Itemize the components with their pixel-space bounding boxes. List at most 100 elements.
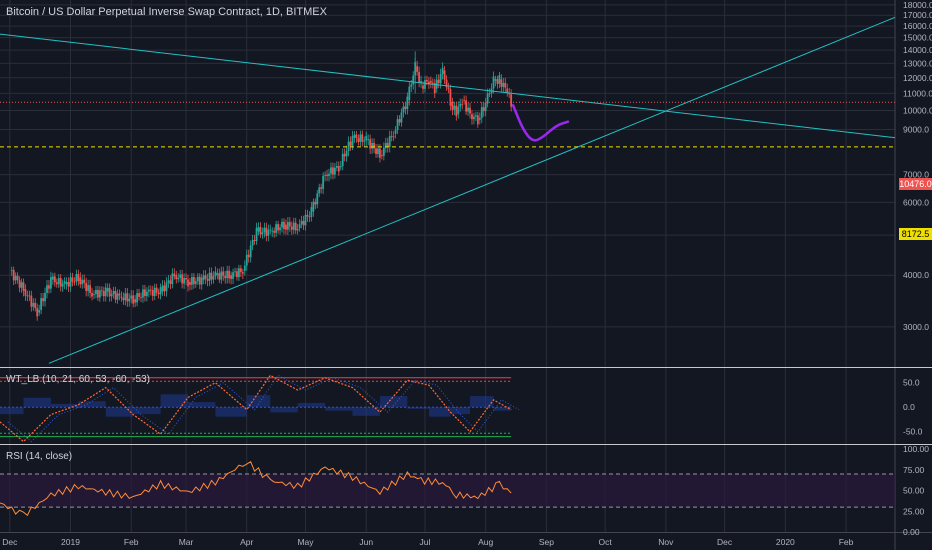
- candle-body: [224, 275, 227, 279]
- wt-histogram-bar: [50, 403, 79, 408]
- price-tick-label: 4000.0: [903, 270, 929, 280]
- candle-body: [465, 100, 468, 112]
- candle-body: [473, 116, 475, 120]
- candle-body: [114, 291, 117, 300]
- candle-body: [510, 94, 513, 107]
- candle-body: [310, 207, 313, 217]
- candle-body: [83, 279, 86, 284]
- candle-body: [449, 89, 452, 106]
- price-tick-label: 15000.0: [903, 33, 932, 43]
- candle-body: [304, 214, 307, 226]
- wt-histogram-bar: [428, 407, 451, 417]
- rsi-line: [0, 461, 512, 517]
- candle-body: [269, 229, 272, 231]
- candle-body: [204, 275, 207, 280]
- candle-body: [239, 268, 242, 273]
- projection-path: [511, 103, 570, 142]
- candle-body: [112, 291, 115, 295]
- candle-body: [424, 80, 426, 89]
- candle-body: [382, 147, 385, 156]
- price-tick-label: 3000.0: [903, 322, 929, 332]
- wt-histogram-bar: [493, 407, 512, 411]
- candle-body: [345, 150, 348, 157]
- candle-body: [247, 254, 250, 258]
- candle-body: [441, 67, 444, 75]
- candle-body: [316, 193, 319, 205]
- candle-body: [97, 289, 99, 298]
- wt-tick-label: -50.0: [903, 427, 923, 437]
- candle-body: [183, 278, 185, 284]
- candle-body: [486, 93, 489, 104]
- candle-body: [506, 88, 509, 93]
- rsi-tick-label: 75.00: [903, 465, 925, 475]
- x-tick-label: 2019: [61, 537, 80, 547]
- candle-body: [63, 281, 66, 284]
- candle-body: [241, 272, 244, 274]
- candle-body: [155, 287, 158, 293]
- wt-histogram-bar: [450, 407, 471, 415]
- candle-body: [453, 105, 456, 110]
- candle-body: [361, 134, 364, 142]
- candle-body: [427, 81, 430, 85]
- candle-body: [341, 153, 344, 167]
- candle-body: [145, 291, 148, 297]
- candle-body: [290, 226, 293, 230]
- candle-body: [167, 280, 170, 283]
- candle-body: [91, 293, 93, 297]
- candle-body: [173, 273, 176, 277]
- wt-histogram-bar: [78, 401, 106, 408]
- candle-body: [110, 294, 113, 297]
- candle-body: [238, 268, 240, 278]
- candle-body: [302, 220, 305, 226]
- candle-body: [206, 279, 209, 281]
- candle-body: [42, 298, 44, 302]
- candle-body: [255, 227, 258, 242]
- candle-body: [10, 269, 13, 271]
- candle-body: [379, 148, 381, 158]
- candle-body: [136, 293, 138, 303]
- candle-body: [277, 224, 279, 231]
- candle-body: [396, 119, 399, 130]
- candle-body: [296, 228, 299, 231]
- candle-body: [271, 230, 274, 232]
- candle-body: [177, 277, 180, 280]
- candle-body: [426, 80, 428, 82]
- candle-body: [355, 134, 358, 139]
- candle-body: [492, 76, 495, 89]
- candle-body: [259, 227, 262, 235]
- candle-body: [32, 302, 35, 307]
- candle-body: [371, 142, 374, 149]
- x-tick-label: Dec: [2, 537, 18, 547]
- candle-body: [28, 295, 31, 297]
- x-tick-label: Jul: [420, 537, 431, 547]
- candle-body: [480, 107, 483, 118]
- candle-body: [40, 298, 43, 310]
- candle-body: [16, 275, 19, 281]
- candle-body: [142, 289, 144, 298]
- wt-histogram-bar: [325, 407, 353, 411]
- wt2-line: [7, 374, 520, 443]
- wt-histogram-bar: [160, 394, 189, 408]
- x-tick-label: Feb: [839, 537, 854, 547]
- candle-body: [67, 281, 70, 287]
- price-tick-label: 10000.0: [903, 106, 932, 116]
- x-tick-label: Jun: [359, 537, 373, 547]
- candle-body: [128, 298, 131, 302]
- candle-body: [322, 175, 325, 189]
- candle-body: [159, 287, 162, 295]
- x-tick-label: Nov: [658, 537, 674, 547]
- rsi-tick-label: 100.00: [903, 444, 929, 454]
- candle-body: [494, 79, 497, 81]
- candle-body: [369, 139, 372, 149]
- chart-title: Bitcoin / US Dollar Perpetual Inverse Sw…: [6, 6, 327, 18]
- candle-body: [228, 270, 231, 279]
- candle-body: [185, 278, 187, 280]
- candle-body: [267, 229, 270, 236]
- candle-body: [73, 281, 76, 283]
- x-tick-label: Mar: [179, 537, 194, 547]
- candle-body: [61, 283, 64, 287]
- candle-body: [308, 216, 311, 218]
- candle-body: [30, 295, 33, 307]
- candle-body: [326, 174, 328, 176]
